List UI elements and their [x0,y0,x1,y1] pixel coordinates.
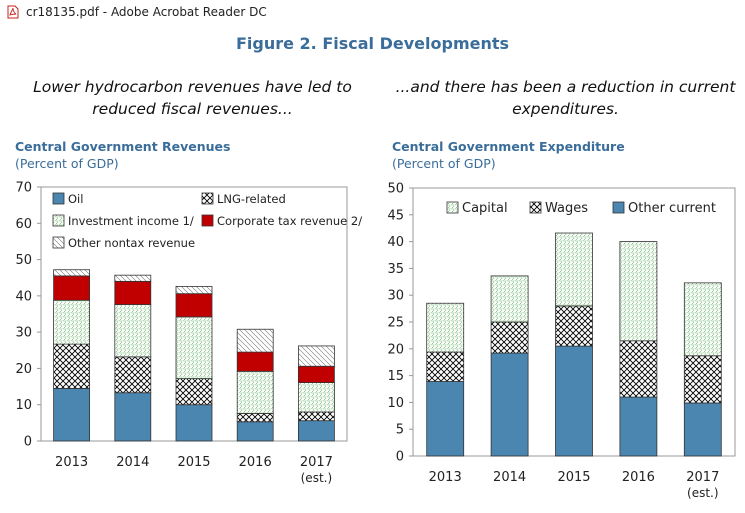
subtitle-left: Lower hydrocarbon revenues have led to r… [20,76,365,120]
rev-bar-corporate-tax-revenue-2-2013 [53,275,90,301]
exp-bar-wages-2015 [555,305,593,347]
exp-ytick-label: 45 [387,208,404,223]
rev-legend-label-investment-income-1: Investment income 1/ [68,214,194,228]
rev-bar-investment-income-1-2016 [236,370,274,414]
rev-bar-other-nontax-revenue-2015 [175,286,213,295]
revenues-chart-subtitle: (Percent of GDP) [15,156,119,171]
exp-bar-other-current-2014 [490,352,529,457]
rev-bar-other-nontax-revenue-2017 [297,345,335,367]
exp-legend-swatch-other-current [612,201,625,214]
rev-xtick-label: 2017 [300,455,333,470]
rev-ytick-label: 0 [24,435,32,450]
exp-xtick-sublabel: (est.) [687,486,719,500]
exp-legend-label-other-current: Other current [628,201,716,216]
rev-xtick-label: 2014 [116,455,149,470]
rev-ytick-label: 50 [15,253,32,268]
exp-bar-wages-2014 [490,321,529,354]
rev-bar-lng-related-2015 [175,378,213,406]
expenditure-chart-title: Central Government Expenditure [392,139,625,154]
rev-legend-swatch-corporate-tax-revenue-2 [201,214,214,227]
exp-bar-other-current-2013 [426,381,465,457]
rev-ytick-label: 40 [15,289,32,304]
exp-bar-other-current-2017 [683,402,722,457]
subtitle-right: ...and there has been a reduction in cur… [393,76,738,120]
exp-xtick-label: 2014 [493,470,526,485]
rev-bar-other-nontax-revenue-2013 [53,269,90,277]
exp-ytick-label: 5 [396,423,404,438]
rev-ytick-label: 20 [15,362,32,377]
exp-xtick-label: 2013 [429,470,462,485]
rev-legend-swatch-lng-related [201,192,214,205]
subtitle-left-line-1: Lower hydrocarbon revenues have led to [33,78,352,96]
rev-bar-lng-related-2014 [114,356,152,394]
rev-legend-label-oil: Oil [68,192,83,206]
rev-ytick-label: 70 [15,181,32,196]
exp-ytick-label: 15 [387,369,404,384]
exp-bar-wages-2017 [683,355,722,404]
subtitle-right-line-2: expenditures. [512,100,619,118]
rev-bar-investment-income-1-2013 [53,299,90,345]
rev-legend-label-lng-related: LNG-related [217,192,286,206]
rev-bar-other-nontax-revenue-2016 [236,328,274,353]
exp-bar-other-current-2016 [619,396,658,457]
exp-legend-label-wages: Wages [545,201,588,216]
revenues-chart-title: Central Government Revenues [15,139,231,154]
exp-ytick-label: 30 [387,289,404,304]
rev-legend-label-corporate-tax-revenue-2: Corporate tax revenue 2/ [217,214,362,228]
rev-xtick-label: 2015 [177,455,210,470]
rev-legend-swatch-oil [52,192,65,205]
rev-bar-oil-2013 [53,387,90,442]
exp-legend-swatch-capital [446,201,459,214]
rev-xtick-label: 2016 [239,455,272,470]
rev-bar-oil-2014 [114,392,152,442]
subtitle-left-line-2: reduced fiscal revenues... [92,100,293,118]
rev-xtick-sublabel: (est.) [301,471,333,485]
rev-ytick-label: 60 [15,217,32,232]
exp-ytick-label: 20 [387,342,404,357]
exp-ytick-label: 50 [387,182,404,197]
rev-bar-investment-income-1-2014 [114,304,152,358]
exp-ytick-label: 0 [396,450,404,465]
rev-bar-oil-2015 [175,404,213,442]
exp-xtick-label: 2017 [686,470,719,485]
exp-bar-wages-2016 [619,340,658,398]
exp-ytick-label: 25 [387,316,404,331]
rev-ytick-label: 10 [15,398,32,413]
rev-bar-other-nontax-revenue-2014 [114,274,152,282]
rev-legend-label-other-nontax-revenue: Other nontax revenue [68,236,195,250]
rev-xtick-label: 2013 [55,455,88,470]
exp-bar-capital-2015 [555,232,593,307]
rev-bar-lng-related-2013 [53,343,90,389]
exp-bar-capital-2017 [683,282,722,357]
figure-title: Figure 2. Fiscal Developments [235,34,510,53]
rev-ytick-label: 30 [15,326,32,341]
rev-legend-swatch-other-nontax-revenue [52,236,65,249]
exp-bar-other-current-2015 [555,345,593,457]
exp-xtick-label: 2015 [557,470,590,485]
window-title: cr18135.pdf - Adobe Acrobat Reader DC [26,5,267,19]
exp-ytick-label: 35 [387,262,404,277]
exp-bar-capital-2013 [426,302,465,353]
expenditure-chart-subtitle: (Percent of GDP) [392,156,496,171]
exp-ytick-label: 10 [387,396,404,411]
exp-xtick-label: 2016 [622,470,655,485]
window-titlebar: cr18135.pdf - Adobe Acrobat Reader DC [0,0,745,24]
exp-ytick-label: 40 [387,235,404,250]
exp-bar-wages-2013 [426,351,465,382]
subtitle-right-line-1: ...and there has been a reduction in cur… [395,78,736,96]
exp-legend-swatch-wages [529,201,542,214]
exp-legend-label-capital: Capital [462,201,508,216]
rev-legend-swatch-investment-income-1 [52,214,65,227]
exp-bar-capital-2014 [490,275,529,323]
pdf-icon [7,5,19,19]
exp-bar-capital-2016 [619,241,658,342]
rev-bar-investment-income-1-2015 [175,316,213,379]
